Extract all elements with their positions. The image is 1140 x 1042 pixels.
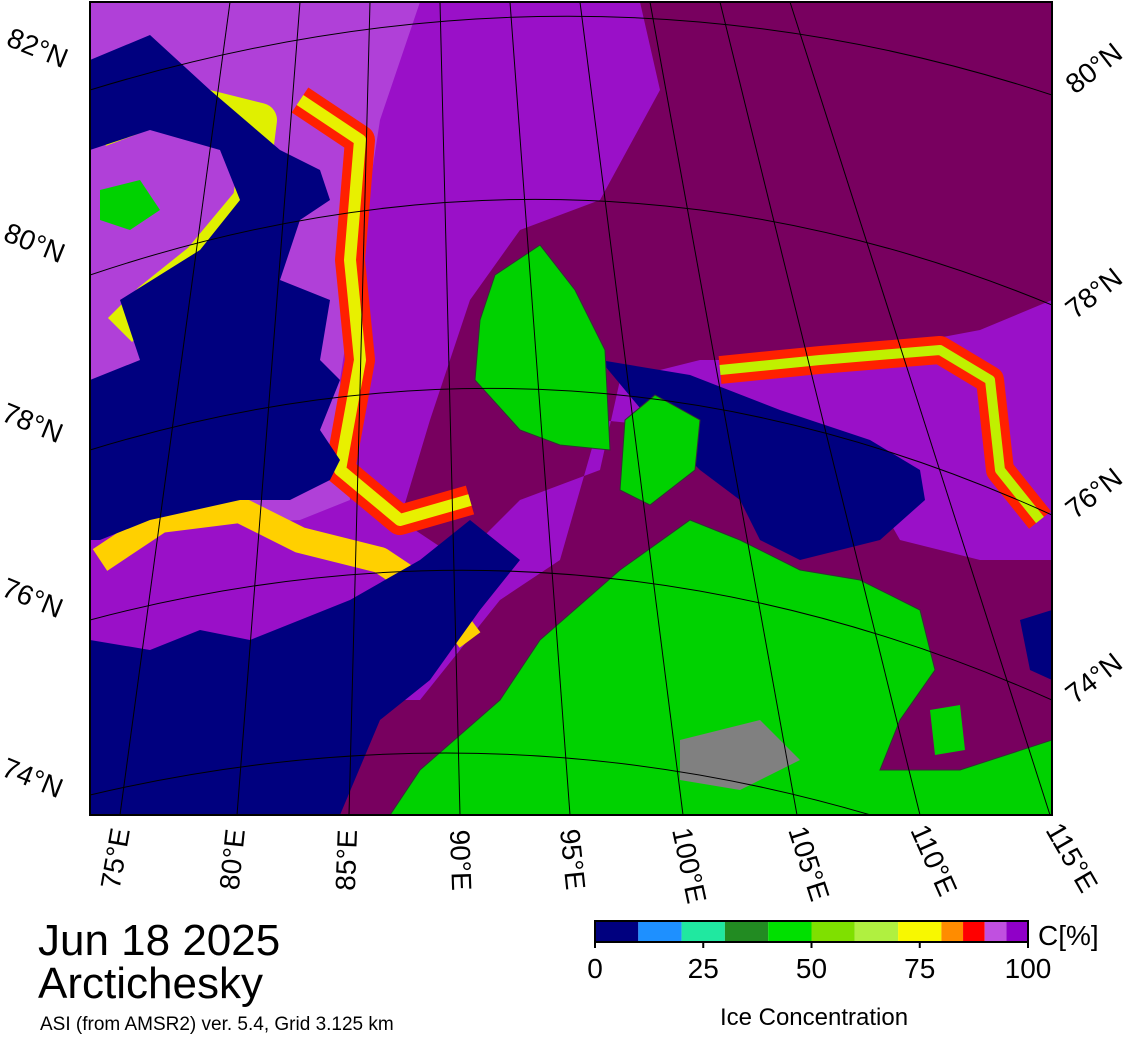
lat-label: 78°N [1060, 262, 1128, 325]
colorbar-unit: C[%] [1038, 920, 1099, 951]
colorbar-segment [941, 921, 964, 942]
lon-label: 80°E [214, 827, 251, 891]
map-area [90, 2, 1052, 815]
lat-label: 80°N [0, 217, 69, 269]
longitude-line [439, 2, 461, 815]
lat-label: 80°N [1060, 37, 1128, 100]
colorbar-segment [811, 921, 855, 942]
lon-label: 110°E [905, 820, 964, 901]
land [389, 519, 1052, 815]
lat-label: 76°N [0, 572, 67, 624]
colorbar-segment [898, 921, 942, 942]
date-title: Jun 18 2025 [38, 916, 280, 965]
map-frame [89, 1, 1053, 816]
land-glacier [680, 720, 800, 790]
lat-label: 78°N [0, 397, 67, 449]
colorbar-segment [963, 921, 985, 942]
latitude-line [90, 387, 1052, 516]
latitude-line [90, 752, 873, 815]
lat-label: 74°N [0, 752, 67, 804]
open-water [90, 520, 520, 815]
longitude-line [348, 2, 371, 815]
colorbar-segment [984, 921, 1007, 942]
longitude-line [789, 2, 1051, 815]
lon-label: 95°E [554, 827, 591, 891]
lon-label: 85°E [330, 829, 363, 891]
colorbar-segment [768, 921, 812, 942]
colorbar-segment [595, 921, 639, 942]
lon-label: 90°E [444, 829, 477, 891]
graticule [90, 2, 1052, 815]
colorbar-segment [681, 921, 725, 942]
longitude-line [649, 2, 798, 815]
colorbar: 0 25 50 75 100 [587, 920, 1052, 984]
lat-label: 82°N [3, 22, 73, 74]
ice-edge [719, 345, 1044, 524]
region-title: Arctichesky [38, 959, 263, 1008]
colorbar-segment [854, 921, 899, 942]
colorbar-segment [638, 921, 682, 942]
colorbar-segment [724, 921, 769, 942]
colorbar-tick-label: 25 [688, 953, 719, 984]
colorbar-tick-label: 0 [587, 953, 603, 984]
ice-edge [296, 95, 472, 526]
lon-label: 100°E [666, 825, 712, 906]
lon-label: 75°E [95, 826, 136, 891]
longitude-line [119, 2, 231, 815]
lon-label: 105°E [782, 822, 835, 904]
open-water [90, 35, 340, 540]
open-water [1020, 610, 1052, 680]
latitude-line [90, 198, 1052, 306]
longitude-line [509, 2, 571, 815]
source-note: ASI (from AMSR2) ver. 5.4, Grid 3.125 km [40, 1014, 394, 1035]
longitude-line [719, 2, 921, 815]
lat-label: 76°N [1060, 462, 1128, 525]
land [100, 180, 160, 230]
colorbar-tick-label: 75 [904, 953, 935, 984]
latitude-line [90, 15, 1052, 96]
lat-label: 74°N [1060, 647, 1128, 710]
longitude-line [236, 2, 301, 815]
lon-label: 115°E [1040, 818, 1104, 898]
colorbar-title: Ice Concentration [720, 1004, 908, 1031]
land [930, 705, 965, 755]
colorbar-tick-label: 100 [1005, 953, 1052, 984]
colorbar-segment [1006, 921, 1028, 942]
longitude-line [579, 2, 684, 815]
latitude-line [90, 569, 1052, 701]
colorbar-tick-label: 50 [796, 953, 827, 984]
land [474, 244, 611, 451]
